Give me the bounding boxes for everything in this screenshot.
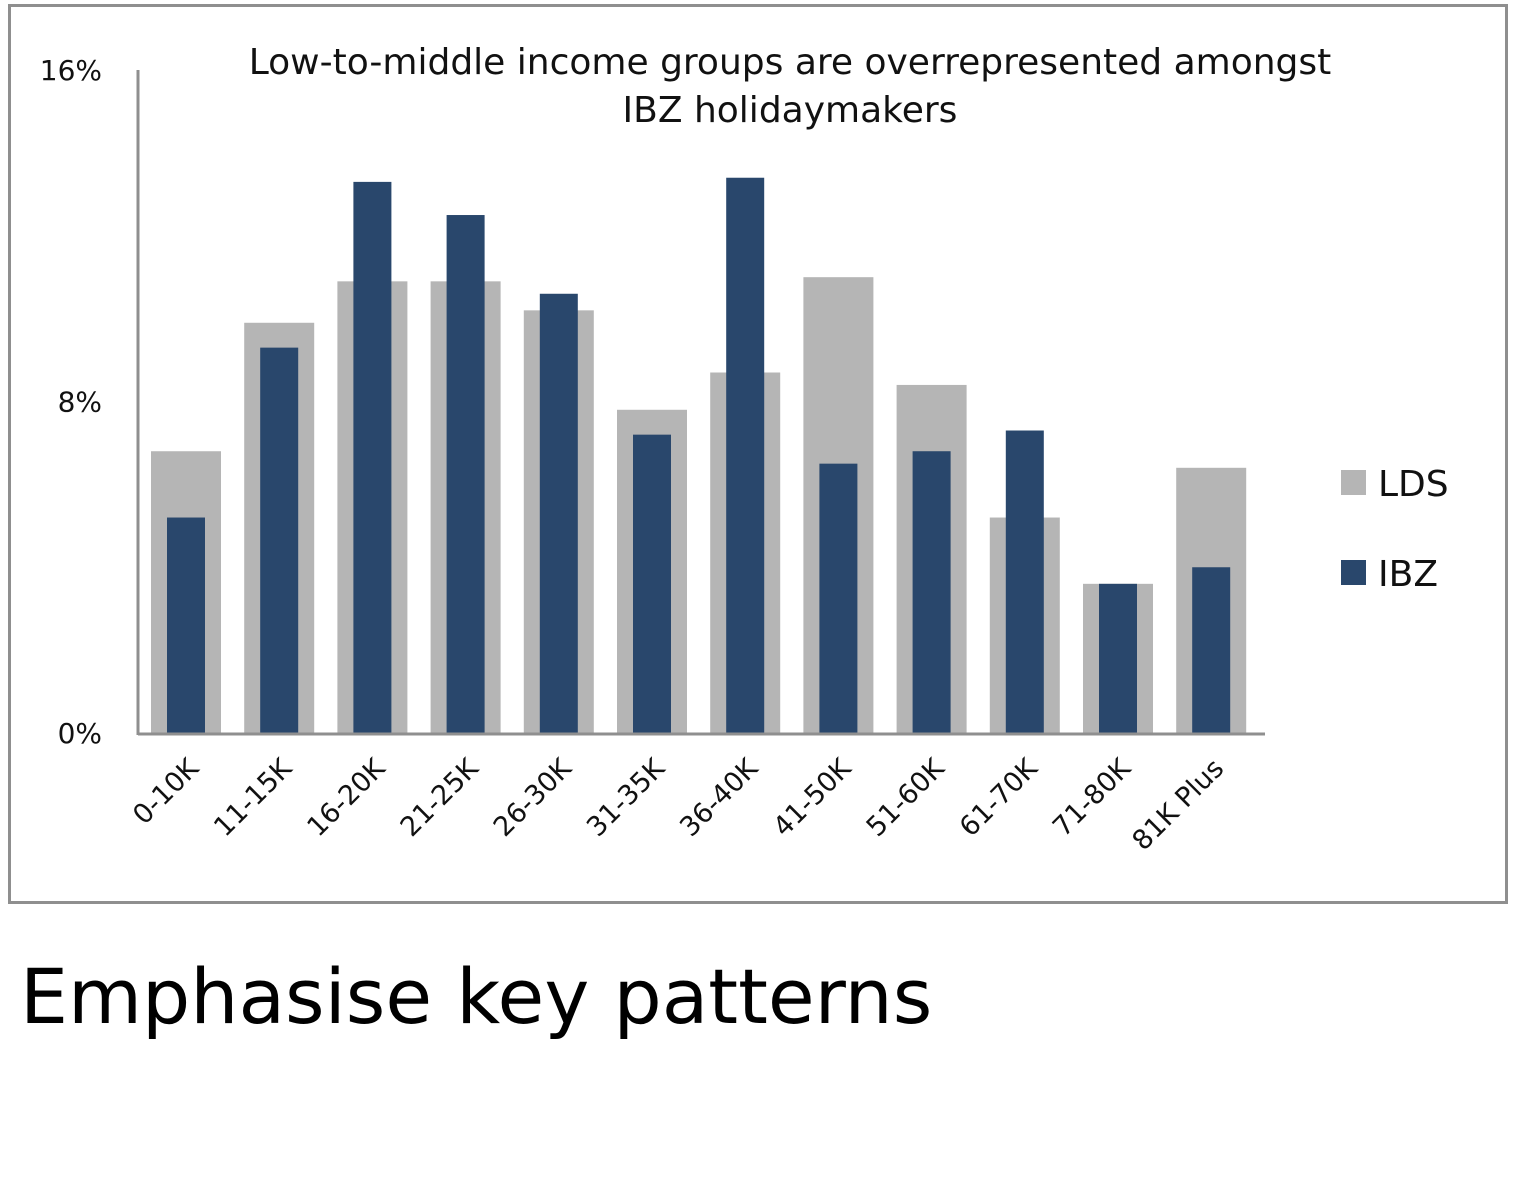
y-tick-label: 0%	[58, 717, 102, 750]
x-tick-label: 81K Plus	[1126, 753, 1230, 857]
x-tick-label: 26-30K	[488, 752, 579, 843]
bar-ibz	[353, 181, 392, 734]
bar-ibz	[1192, 567, 1231, 733]
bar-ibz	[260, 347, 299, 733]
bar-ibz	[539, 293, 578, 733]
x-tick-label: 31-35K	[581, 752, 672, 843]
y-tick-label: 8%	[58, 386, 102, 419]
slide-caption: Emphasise key patterns	[20, 952, 933, 1041]
chart-title: Low-to-middle income groups are overrepr…	[249, 42, 1332, 131]
x-tick-label: 61-70K	[954, 752, 1045, 843]
x-tick-label: 41-50K	[767, 752, 858, 843]
axes	[136, 70, 1265, 736]
chart-title-line-1: Low-to-middle income groups are overrepr…	[249, 42, 1332, 83]
bar-ibz	[1099, 583, 1137, 733]
legend-label-ibz: IBZ	[1378, 554, 1438, 595]
bar-ibz	[167, 517, 205, 733]
x-tick-label: 36-40K	[674, 752, 765, 843]
bar-ibz	[726, 177, 765, 734]
bar-ibz	[912, 451, 951, 733]
x-tick-label: 0-10K	[127, 752, 206, 831]
legend-swatch-lds	[1341, 470, 1366, 495]
y-tick-label: 16%	[40, 54, 102, 87]
x-tick-label: 51-60K	[861, 752, 952, 843]
bar-ibz	[446, 215, 485, 733]
x-tick-label: 11-15K	[208, 752, 299, 843]
chart-title-line-2: IBZ holidaymakers	[623, 90, 958, 131]
bar-ibz	[819, 463, 858, 733]
bars	[151, 177, 1247, 734]
legend-swatch-ibz	[1341, 560, 1366, 585]
x-tick-label: 21-25K	[395, 752, 486, 843]
legend: LDS IBZ	[1341, 464, 1449, 595]
x-tick-label: 16-20K	[301, 752, 392, 843]
bar-ibz	[633, 434, 671, 733]
x-tick-label: 71-80K	[1047, 752, 1138, 843]
x-axis-labels: 0-10K 11-15K 16-20K 21-25K 26-30K 31-35K 36-40…	[127, 752, 1230, 857]
legend-label-lds: LDS	[1378, 464, 1449, 505]
y-axis-ticks: 0% 8% 16%	[40, 54, 102, 750]
bar-ibz	[1005, 430, 1044, 733]
